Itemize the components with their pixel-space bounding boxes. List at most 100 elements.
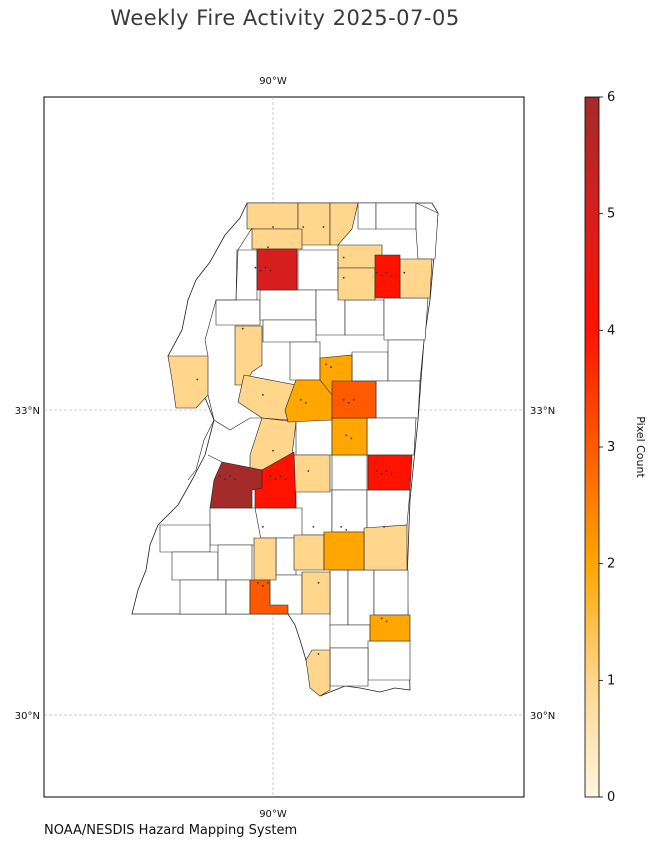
river-line <box>204 227 262 431</box>
fire-point <box>317 653 320 655</box>
fire-point <box>269 269 272 272</box>
axis-labels-group: 90°W 90°W 33°N 33°N 30°N 30°N <box>15 76 555 820</box>
county-cell <box>329 624 371 649</box>
fire-point <box>257 581 259 584</box>
county-cell <box>293 534 325 571</box>
county-cell <box>253 537 277 581</box>
fire-point <box>385 620 388 623</box>
fire-point <box>340 526 343 528</box>
colorbar: 0 1 2 3 4 5 6 Pixel Count <box>584 90 647 805</box>
county-cell <box>251 228 303 250</box>
county-cell <box>275 537 297 576</box>
county-cell <box>374 254 401 299</box>
fire-point <box>390 274 393 277</box>
fire-point <box>229 475 231 477</box>
fire-point <box>259 269 262 272</box>
fire-point <box>267 246 269 249</box>
fire-point <box>385 271 388 274</box>
county-cell <box>237 374 297 421</box>
fire-point <box>390 473 393 475</box>
county-cell <box>225 579 251 615</box>
county-cell <box>246 202 299 230</box>
fire-point <box>262 393 264 396</box>
county-cell <box>179 579 227 615</box>
county-cell <box>387 339 425 382</box>
county-cell <box>262 319 317 343</box>
fire-point <box>380 274 383 277</box>
colorbar-tick-label: 1 <box>607 673 615 688</box>
right-lat-tick-33: 33°N <box>530 406 555 417</box>
colorbar-tick-label: 6 <box>607 90 615 105</box>
county-cell <box>171 551 219 581</box>
fire-point <box>383 526 385 528</box>
county-cell <box>367 454 413 491</box>
fire-point <box>375 470 378 472</box>
county-cell <box>329 202 359 246</box>
county-cell <box>323 531 365 571</box>
fire-point <box>385 470 388 472</box>
left-lat-tick-33: 33°N <box>15 406 40 417</box>
fire-point <box>196 378 199 381</box>
fire-point <box>352 398 355 401</box>
county-cell <box>363 524 408 571</box>
county-cell <box>215 299 261 326</box>
fire-point <box>342 398 345 401</box>
map-frame <box>43 96 525 798</box>
fire-point <box>224 478 226 480</box>
county-cell <box>297 202 331 246</box>
fire-point <box>267 581 269 584</box>
fire-point <box>299 398 302 401</box>
fire-points-layer <box>196 226 406 655</box>
fire-point <box>380 617 383 620</box>
fire-point <box>345 529 348 531</box>
fire-point <box>272 226 274 228</box>
county-cell <box>301 571 331 615</box>
county-cell <box>373 569 409 616</box>
county-layer <box>159 202 439 697</box>
county-cell <box>259 289 317 321</box>
fire-point <box>254 266 257 269</box>
fire-point <box>307 470 310 472</box>
fire-point <box>312 526 315 528</box>
attribution-text: NOAA/NESDIS Hazard Mapping System <box>44 823 298 838</box>
county-cell <box>331 417 368 456</box>
fire-point <box>219 475 221 477</box>
fire-point <box>375 271 378 274</box>
fire-point <box>322 226 325 228</box>
fire-point <box>262 526 264 528</box>
colorbar-tick-label: 5 <box>607 207 615 222</box>
colorbar-ticks: 0 1 2 3 4 5 6 <box>599 90 615 805</box>
colorbar-label: Pixel Count <box>634 416 647 478</box>
fire-point <box>403 271 406 274</box>
fire-point <box>304 401 307 404</box>
county-cell <box>329 569 349 626</box>
river-line <box>187 419 223 481</box>
fire-point <box>262 584 264 587</box>
fire-point <box>347 401 350 404</box>
county-cell <box>289 341 321 381</box>
county-cell <box>357 202 377 230</box>
county-cell <box>249 579 289 615</box>
colorbar-tick-label: 4 <box>607 323 615 338</box>
fire-point <box>234 478 236 480</box>
county-cell <box>305 649 331 697</box>
fire-point <box>264 266 267 269</box>
fire-point <box>272 449 274 452</box>
county-cell <box>331 454 368 491</box>
county-cell <box>375 202 417 230</box>
fire-point <box>350 437 353 440</box>
fire-point <box>317 581 320 584</box>
top-lon-tick-label: 90°W <box>259 76 287 87</box>
fire-point <box>380 473 383 475</box>
county-cell <box>234 325 263 386</box>
bottom-lon-tick-label: 90°W <box>259 809 287 820</box>
county-cell <box>159 524 211 553</box>
county-cell <box>293 454 331 493</box>
fire-point <box>342 276 345 279</box>
county-cell <box>399 258 433 299</box>
county-cell <box>366 417 417 456</box>
colorbar-tick-label: 2 <box>607 557 615 572</box>
county-cell <box>295 417 333 456</box>
county-cell <box>375 380 421 419</box>
